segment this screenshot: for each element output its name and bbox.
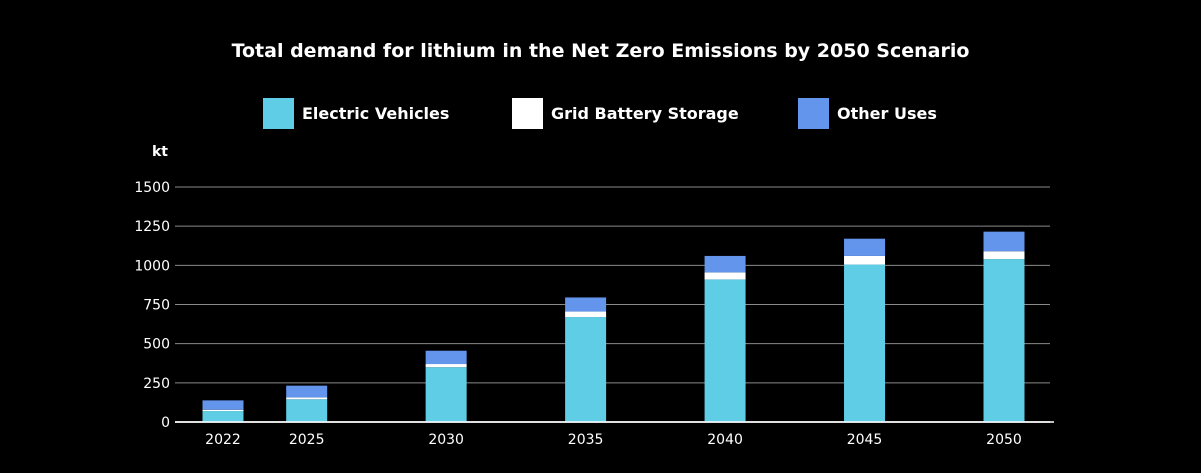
x-tick-label: 2022	[205, 432, 241, 448]
legend-swatch-other-uses	[798, 97, 829, 129]
bar-segment-electric-vehicles	[286, 399, 328, 422]
x-tick-label: 2050	[986, 432, 1022, 448]
y-tick-label: 0	[161, 415, 170, 431]
bar-segment-electric-vehicles	[425, 367, 467, 422]
bar-segment-electric-vehicles	[983, 259, 1025, 422]
legend-item-grid-battery-storage: Grid Battery Storage	[512, 97, 739, 129]
bar-segment-other-uses	[704, 255, 746, 273]
legend-item-other-uses: Other Uses	[798, 97, 937, 129]
y-tick-label: 250	[143, 376, 170, 392]
bar-segment-other-uses	[983, 231, 1025, 252]
x-tick-label: 2025	[289, 432, 325, 448]
y-tick-label: 750	[143, 298, 170, 314]
bar-segment-other-uses	[844, 238, 886, 256]
bar-segment-grid-battery-storage	[983, 251, 1025, 260]
bar-segment-electric-vehicles	[202, 411, 244, 422]
x-tick-label: 2035	[568, 432, 604, 448]
bar-segment-other-uses	[202, 400, 244, 410]
bar-segment-grid-battery-storage	[565, 311, 607, 318]
legend-item-electric-vehicles: Electric Vehicles	[263, 97, 449, 129]
bar-segment-grid-battery-storage	[202, 409, 244, 412]
legend-label-other-uses: Other Uses	[837, 103, 937, 123]
bar-segment-other-uses	[286, 385, 328, 398]
x-tick-label: 2040	[707, 432, 743, 448]
bar-segment-grid-battery-storage	[425, 364, 467, 368]
legend-swatch-grid-battery-storage	[512, 97, 543, 129]
bar-segment-grid-battery-storage	[844, 255, 886, 265]
y-tick-label: 1500	[134, 180, 170, 196]
chart-title: Total demand for lithium in the Net Zero…	[231, 40, 970, 62]
bar-segment-other-uses	[425, 350, 467, 365]
bar-segment-other-uses	[565, 297, 607, 312]
bar-segment-electric-vehicles	[565, 317, 607, 422]
y-tick-label: 1000	[134, 258, 170, 274]
y-axis-unit-label: kt	[152, 144, 169, 160]
bar-segment-electric-vehicles	[844, 264, 886, 422]
legend-label-electric-vehicles: Electric Vehicles	[302, 103, 450, 123]
x-tick-label: 2045	[847, 432, 883, 448]
y-tick-label: 1250	[134, 219, 170, 235]
bar-segment-grid-battery-storage	[704, 272, 746, 280]
bar-segment-grid-battery-storage	[286, 397, 328, 400]
y-tick-label: 500	[143, 337, 170, 353]
bar-segment-electric-vehicles	[704, 279, 746, 422]
legend-label-grid-battery-storage: Grid Battery Storage	[551, 103, 739, 123]
legend-swatch-electric-vehicles	[263, 97, 294, 129]
x-tick-label: 2030	[428, 432, 464, 448]
